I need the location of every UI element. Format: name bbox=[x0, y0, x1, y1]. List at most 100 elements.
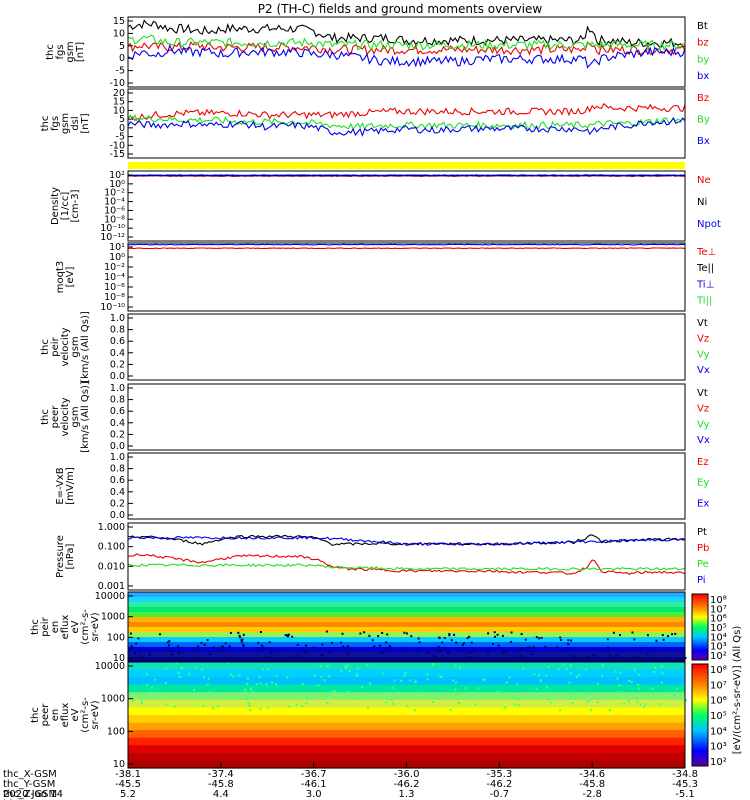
spectrogram-speckle bbox=[226, 662, 229, 665]
spectrogram-speckle bbox=[557, 667, 560, 670]
spectrogram-speckle bbox=[597, 701, 600, 704]
spectrogram-speckle bbox=[448, 633, 451, 636]
spectrogram-speckle bbox=[405, 632, 408, 635]
spectrogram-speckle bbox=[571, 702, 574, 705]
spectrogram-speckle bbox=[413, 709, 416, 712]
spectrogram-speckle bbox=[267, 656, 270, 659]
spectrogram-speckle bbox=[486, 650, 489, 653]
x-tick-label: -46.1 bbox=[301, 779, 327, 790]
spectrogram-speckle bbox=[249, 687, 252, 690]
spectrogram-speckle bbox=[535, 688, 538, 691]
spectrogram-speckle bbox=[229, 673, 232, 676]
x-tick-label: -36.0 bbox=[394, 769, 420, 780]
y-axis-label: [1/cc] bbox=[60, 192, 71, 221]
x-tick-label: -45.5 bbox=[115, 779, 141, 790]
spectrogram-speckle bbox=[680, 658, 683, 661]
spectrogram-speckle bbox=[323, 679, 326, 682]
spectrogram-speckle bbox=[229, 631, 232, 634]
spectrogram-speckle bbox=[628, 679, 631, 682]
series-Bz bbox=[127, 102, 686, 122]
spectrogram-speckle bbox=[453, 633, 456, 636]
y-tick-label: 10⁻⁶ bbox=[104, 282, 125, 293]
y-axis-label: [cm-3] bbox=[70, 189, 81, 222]
spectrogram-speckle bbox=[611, 658, 614, 661]
spectrogram-speckle bbox=[247, 702, 250, 705]
spectrogram-speckle bbox=[627, 700, 630, 703]
spectrogram-speckle bbox=[239, 636, 242, 639]
spectrogram-speckle bbox=[570, 664, 573, 667]
panel-peer_eflux: 10⁸ 10⁷ 10⁶ 10⁵ 10⁴ 10³ 10² 10000 1000 100 10 thc pe… bbox=[30, 661, 727, 770]
spectrogram-speckle bbox=[522, 667, 525, 670]
spectrogram-speckle bbox=[259, 707, 262, 710]
colorbar-tick-label: 10⁷ bbox=[710, 604, 727, 615]
spectrogram-band bbox=[128, 592, 685, 598]
spectrogram-speckle bbox=[437, 649, 440, 652]
spectrogram-speckle bbox=[510, 631, 513, 634]
spectrogram-speckle bbox=[512, 695, 515, 698]
spectrogram-speckle bbox=[508, 676, 511, 679]
spectrogram-speckle bbox=[439, 650, 442, 653]
spectrogram-speckle bbox=[474, 703, 477, 706]
spectrogram-speckle bbox=[403, 631, 406, 634]
y-tick-label: 100 bbox=[107, 632, 125, 643]
y-tick-label: 0.0 bbox=[110, 441, 125, 452]
spectrogram-speckle bbox=[469, 650, 472, 653]
y-tick-label: 100 bbox=[107, 726, 125, 737]
spectrogram-speckle bbox=[403, 647, 406, 650]
spectrogram-speckle bbox=[340, 641, 343, 644]
spectrogram-speckle bbox=[345, 667, 348, 670]
spectrogram-speckle bbox=[455, 693, 458, 696]
spectrogram-speckle bbox=[248, 704, 251, 707]
spectrogram-speckle bbox=[510, 640, 513, 643]
y-tick-label: 10 bbox=[113, 653, 125, 664]
spectrogram-speckle bbox=[206, 683, 209, 686]
spectrogram-speckle bbox=[240, 639, 243, 642]
spectrogram-speckle bbox=[341, 632, 344, 635]
spectrogram-speckle bbox=[346, 664, 349, 667]
spectrogram-speckle bbox=[137, 637, 140, 640]
spectrogram-band bbox=[128, 602, 685, 608]
spectrogram-speckle bbox=[539, 679, 542, 682]
legend-Vt: Vt bbox=[697, 318, 708, 329]
panel-frame bbox=[127, 88, 686, 159]
spectrogram-speckle bbox=[195, 666, 198, 669]
spectrogram-speckle bbox=[219, 647, 222, 650]
y-axis-label: Density bbox=[50, 187, 61, 225]
y-axis-label: en bbox=[50, 709, 61, 722]
legend-bx: bx bbox=[697, 71, 709, 82]
y-tick-label: 15 bbox=[113, 97, 125, 108]
spectrogram-speckle bbox=[181, 667, 184, 670]
y-tick-label: 0.4 bbox=[110, 418, 125, 429]
spectrogram-speckle bbox=[295, 654, 298, 657]
y-tick-label: 0 bbox=[119, 123, 125, 134]
x-tick-label: -0.7 bbox=[490, 789, 510, 800]
spectrogram-speckle bbox=[426, 673, 429, 676]
spectrogram-speckle bbox=[320, 660, 323, 663]
y-axis-label: gsm bbox=[70, 336, 81, 357]
spectrogram-speckle bbox=[531, 653, 534, 656]
x-tick-label: -34.8 bbox=[672, 769, 698, 780]
spectrogram-speckle bbox=[175, 662, 178, 665]
y-axis-label: [nT] bbox=[80, 113, 91, 133]
panel-frame bbox=[127, 16, 686, 88]
spectrogram-band bbox=[128, 607, 685, 613]
spectrogram-speckle bbox=[588, 699, 591, 702]
figure-title: P2 (TH-C) fields and ground moments over… bbox=[258, 2, 543, 16]
spectrogram-speckle bbox=[496, 633, 499, 636]
spectrogram-band bbox=[128, 632, 685, 638]
spectrogram-speckle bbox=[322, 657, 325, 660]
spectrogram-speckle bbox=[171, 653, 174, 656]
spectrogram-speckle bbox=[644, 703, 647, 706]
panel-frame bbox=[127, 383, 686, 451]
spectrogram-speckle bbox=[265, 683, 268, 686]
spectrogram-speckle bbox=[386, 633, 389, 636]
series-Pb bbox=[127, 553, 686, 576]
y-tick-label: 10 bbox=[113, 105, 125, 116]
spectrogram-speckle bbox=[207, 677, 210, 680]
y-tick-label: 5 bbox=[119, 41, 125, 52]
spectrogram-speckle bbox=[607, 649, 610, 652]
y-tick-label: 10⁻¹² bbox=[100, 232, 125, 243]
spectrogram-speckle bbox=[535, 636, 538, 639]
colorbar-tick-label: 10³ bbox=[710, 642, 727, 653]
